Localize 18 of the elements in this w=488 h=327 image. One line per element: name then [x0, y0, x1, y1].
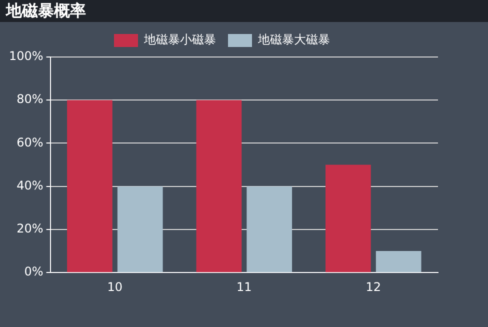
y-tick-label: 100% [8, 49, 44, 64]
x-tick-label: 10 [107, 280, 123, 294]
x-tick-label: 11 [236, 280, 252, 294]
x-tick-label: 12 [366, 280, 382, 294]
y-tick-label: 0% [24, 264, 44, 279]
y-tick-label: 80% [16, 92, 44, 106]
bar [196, 100, 242, 272]
bar [67, 100, 112, 272]
bar [376, 251, 422, 272]
legend-label: 地磁暴小磁暴 [143, 32, 216, 47]
bar [326, 164, 371, 272]
y-tick-label: 60% [16, 135, 44, 150]
bar [117, 186, 163, 272]
chart-title: 地磁暴概率 [0, 0, 488, 22]
bar [246, 186, 292, 272]
y-tick-label: 20% [16, 222, 44, 236]
y-tick-label: 40% [16, 178, 44, 192]
legend-label: 地磁暴大磁暴 [257, 32, 330, 47]
